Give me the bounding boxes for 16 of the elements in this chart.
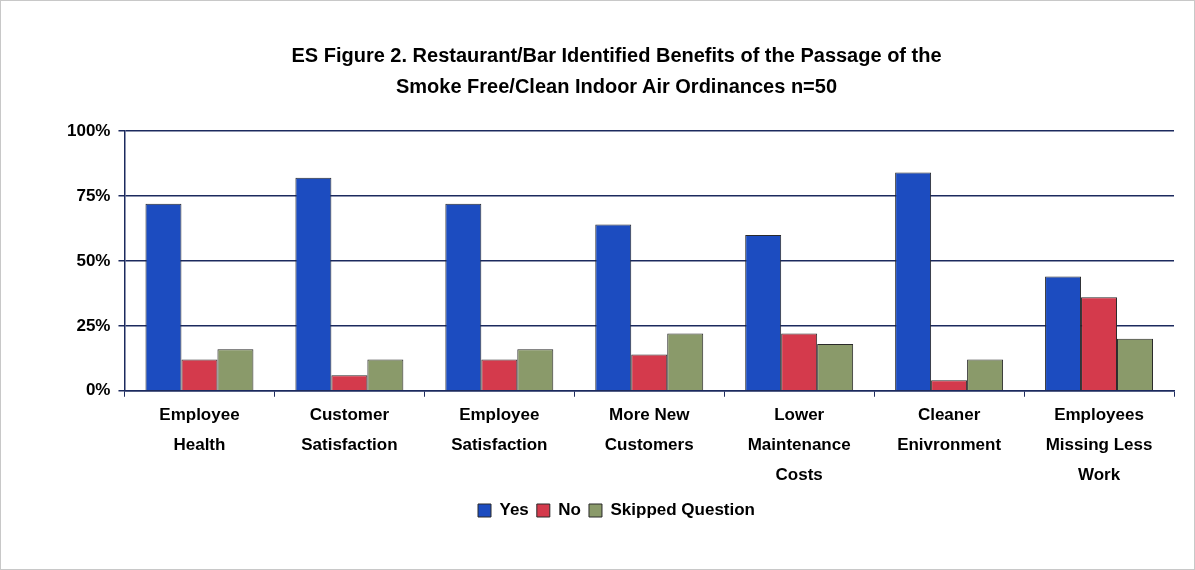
x-tick-label: Customer Satisfaction — [301, 405, 398, 455]
x-tick-label: Employees Missing Less Work — [1045, 405, 1153, 484]
y-tick-label: 50% — [76, 250, 111, 270]
x-tick-label: Lower Maintenance Costs — [747, 405, 851, 484]
x-tick-label: More New Customers — [604, 405, 694, 455]
x-tick-label: Cleaner Enivronment — [897, 405, 1002, 455]
y-tick-label: 0% — [85, 380, 111, 400]
y-tick-label: 75% — [76, 185, 111, 205]
chart-title: ES Figure 2. Restaurant/Bar Identified Benefits of the Passage of the Smoke Free/Clean Indoor Air Ordinances n=50 — [291, 44, 942, 98]
legend-label: Yes — [499, 500, 529, 520]
x-tick-label: Employee Health — [159, 405, 240, 455]
y-tick-label: 25% — [76, 315, 111, 335]
legend-label: Skipped Question — [610, 500, 756, 520]
x-tick-label: Employee Satisfaction — [451, 405, 548, 455]
legend-label: No — [558, 500, 581, 520]
y-tick-label: 100% — [67, 120, 111, 140]
